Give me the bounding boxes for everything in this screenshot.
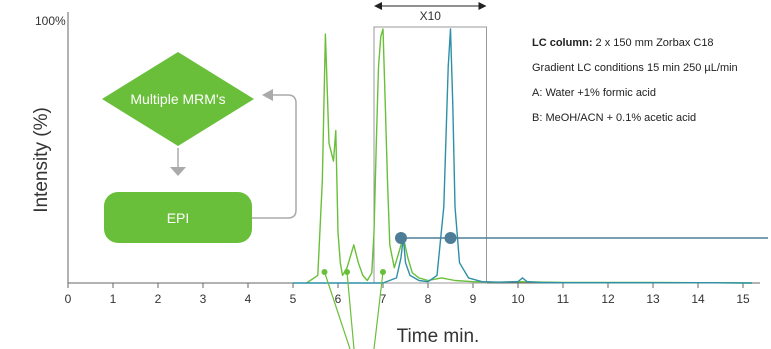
x-tick-label-3: 3 [200,292,207,306]
zoom-box-group: X10 [373,2,487,284]
flow-diamond [102,52,254,146]
flow-return-arrowhead [262,89,273,101]
zoom-box [373,26,487,284]
flow-down-arrowhead [170,167,186,176]
x-tick-label-13: 13 [646,292,660,306]
info-line-2: Gradient LC conditions 15 min 250 µL/min [532,62,738,74]
peak-pin-line-3 [373,271,384,349]
x-tick-label-10: 10 [511,292,525,306]
zoom-arrow-left [374,2,382,10]
x-tick-label-11: 11 [557,292,570,306]
info-line-1: LC column: 2 x 150 mm Zorbax C18 [532,37,714,49]
x-tick-label-0: 0 [65,292,72,306]
x-tick-label-7: 7 [380,292,387,306]
zoom-arrow-right [478,2,487,10]
x-tick-label-2: 2 [155,292,162,306]
x-tick-label-9: 9 [470,292,477,306]
x-tick-label-1: 1 [110,292,117,306]
zoom-box-label: X10 [420,9,442,23]
flow-diagram: Multiple MRM's EPI [102,52,297,243]
x-tick-label-6: 6 [335,292,342,306]
peak-pins-group [321,269,386,349]
marker-dot-2 [444,232,457,244]
peak-pin-dot-3 [380,269,386,275]
info-line-4: B: MeOH/ACN + 0.1% acetic acid [532,112,696,124]
peak-pin-dot-2 [344,269,350,275]
y-top-label: 100% [35,14,66,28]
annotation-markers-group [395,232,768,244]
x-tick-label-12: 12 [601,292,615,306]
x-ticks: 0 1 2 3 4 5 6 7 8 9 10 11 12 13 14 15 [65,283,750,306]
peak-pin-dot-1 [321,269,328,275]
y-axis-label: Intensity (%) [31,107,52,213]
lc-info-block: LC column: 2 x 150 mm Zorbax C18 Gradien… [532,37,738,124]
marker-dot-1 [395,232,407,244]
info-line-1-rest: 2 x 150 mm Zorbax C18 [593,37,714,49]
x-tick-label-5: 5 [290,292,297,306]
flow-return-path [252,94,297,219]
info-line-1-bold: LC column: [532,37,593,49]
x-tick-label-8: 8 [425,292,432,306]
peak-pin-line-1 [323,271,351,349]
x-tick-label-14: 14 [691,292,705,306]
flow-epi-label: EPI [167,210,190,226]
x-tick-label-4: 4 [245,292,252,306]
series-group [293,28,753,284]
x-axis-label: Time min. [397,326,480,347]
series-line-2 [293,28,753,284]
flow-epi-box [104,192,252,243]
peak-pin-line-2 [346,271,355,349]
x-tick-label-15: 15 [736,292,750,306]
info-line-3: A: Water +1% formic acid [532,87,656,99]
flow-diamond-label: Multiple MRM's [130,91,225,107]
